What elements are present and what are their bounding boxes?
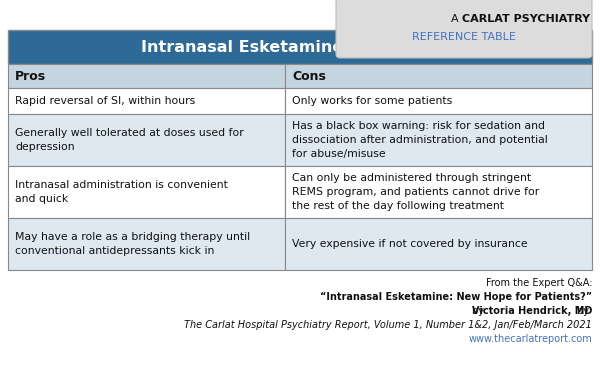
Text: Rapid reversal of SI, within hours: Rapid reversal of SI, within hours [15,96,195,106]
FancyBboxPatch shape [336,0,592,58]
Text: Intranasal administration is convenient
and quick: Intranasal administration is convenient … [15,180,228,204]
Bar [8,166,286,218]
Text: Pros: Pros [15,70,46,83]
Bar [8,218,286,270]
Bar [286,166,592,218]
Bar [286,114,592,166]
Text: Very expensive if not covered by insurance: Very expensive if not covered by insuran… [292,239,528,249]
Text: Has a black box warning: risk for sedation and
dissociation after administration: Has a black box warning: risk for sedati… [292,121,548,159]
Bar [8,64,286,88]
Text: Victoria Hendrick, MD: Victoria Hendrick, MD [472,306,592,316]
Bar [286,64,592,88]
Text: by: by [577,306,592,316]
Bar [286,88,592,114]
Text: May have a role as a bridging therapy until
conventional antidepressants kick in: May have a role as a bridging therapy un… [15,232,250,256]
Bar [8,30,592,64]
Text: From the Expert Q&A:: From the Expert Q&A: [485,278,592,288]
Text: by: by [472,306,487,316]
Text: Generally well tolerated at doses used for
depression: Generally well tolerated at doses used f… [15,128,244,152]
Text: A: A [451,14,462,24]
Text: Cons: Cons [292,70,326,83]
Bar [286,218,592,270]
Text: Only works for some patients: Only works for some patients [292,96,452,106]
Text: REFERENCE TABLE: REFERENCE TABLE [412,32,516,42]
Text: Intranasal Esketamine Pros & Cons: Intranasal Esketamine Pros & Cons [142,39,458,54]
Bar [8,88,286,114]
Text: The Carlat Hospital Psychiatry Report, Volume 1, Number 1&2, Jan/Feb/March 2021: The Carlat Hospital Psychiatry Report, V… [184,320,592,330]
Text: Can only be administered through stringent
REMS program, and patients cannot dri: Can only be administered through stringe… [292,173,539,211]
Text: CARLAT PSYCHIATRY: CARLAT PSYCHIATRY [462,14,590,24]
Text: “Intranasal Esketamine: New Hope for Patients?”: “Intranasal Esketamine: New Hope for Pat… [320,292,592,302]
Bar [8,114,286,166]
Text: www.thecarlatreport.com: www.thecarlatreport.com [468,334,592,344]
